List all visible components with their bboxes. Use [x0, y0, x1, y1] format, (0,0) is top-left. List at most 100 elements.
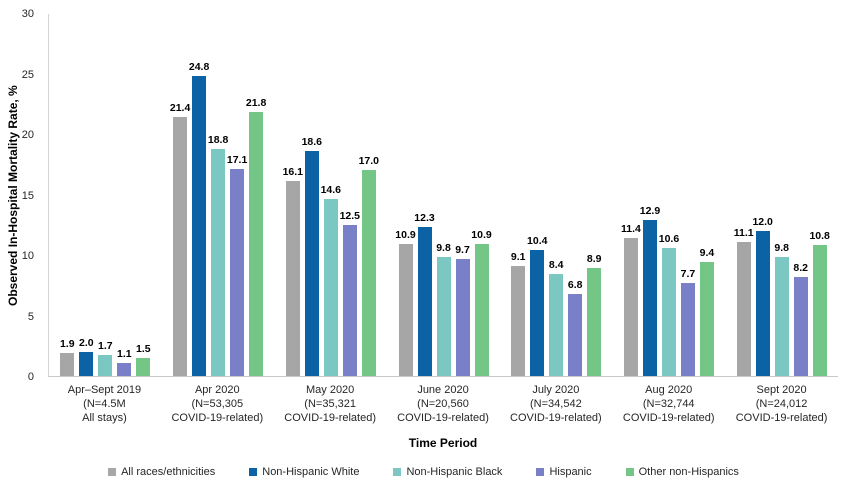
- bar-value-label: 18.6: [301, 135, 323, 148]
- legend-item-all-races-ethnicities: All races/ethnicities: [108, 466, 215, 478]
- bar-all-races-ethnicities: 21.4: [170, 102, 190, 376]
- bar-hispanic: 6.8: [568, 279, 583, 376]
- bar-hispanic: 12.5: [340, 210, 360, 376]
- legend-swatch-icon: [393, 468, 402, 476]
- x-label-line: (N=53,305: [191, 398, 244, 410]
- bar-value-label: 9.8: [774, 242, 789, 255]
- bar-group-apr-2020: 21.4 24.8 18.8 17.1 21.8: [162, 14, 275, 376]
- bar-value-label: 10.6: [658, 232, 680, 245]
- x-label-line: (N=4.5M: [83, 398, 126, 410]
- bar-value-label: 9.4: [699, 247, 715, 260]
- bar-value-label: 10.4: [527, 235, 548, 248]
- bar-value-label: 11.1: [733, 226, 754, 239]
- bar-all-races-ethnicities: 10.9: [395, 229, 416, 376]
- bar-other-non-hispanics: 17.0: [359, 155, 379, 376]
- bar-non-hispanic-white: 10.4: [527, 235, 547, 376]
- y-axis-tick-labels: 0 5 10 15 20 25 30: [0, 8, 40, 383]
- bar-all-races-ethnicities: 11.1: [734, 227, 754, 376]
- x-label-line: COVID-19-related): [284, 412, 376, 424]
- bar-all-races-ethnicities: 16.1: [283, 166, 303, 376]
- x-label-may-2020: May 2020 (N=35,321 COVID-19-related): [274, 383, 387, 425]
- legend: All races/ethnicities Non-Hispanic White N…: [0, 466, 847, 478]
- x-label-july-2020: July 2020 (N=34,542 COVID-19-related): [499, 383, 612, 425]
- bar-other-non-hispanics: 10.8: [809, 230, 830, 376]
- x-axis-category-labels: Apr–Sept 2019 (N=4.5M All stays) Apr 2020 (N…: [48, 383, 838, 425]
- bar-other-non-hispanics: 8.9: [587, 253, 602, 376]
- x-label-line: COVID-19-related): [622, 412, 715, 424]
- bar-non-hispanic-black: 10.6: [659, 233, 679, 376]
- bar-value-label: 14.6: [320, 184, 342, 197]
- x-label-aug-2020: Aug 2020 (N=32,744 COVID-19-related): [612, 383, 725, 425]
- bar-non-hispanic-black: 18.8: [208, 134, 228, 376]
- bar-value-label: 18.8: [207, 133, 229, 146]
- bar-group-apr-sept-2019: 1.9 2.0 1.7 1.1 1.5: [49, 14, 162, 376]
- legend-swatch-icon: [536, 468, 545, 476]
- legend-label: Non-Hispanic White: [262, 466, 360, 478]
- x-label-apr-2020: Apr 2020 (N=53,305 COVID-19-related): [161, 383, 274, 425]
- x-label-line: July 2020: [532, 384, 580, 396]
- bar-value-label: 16.1: [282, 166, 304, 179]
- bar-groups: 1.9 2.0 1.7 1.1 1.5 21.4 24.8 18.8 17.1 21.8 16.1 1…: [49, 14, 838, 376]
- x-label-line: (N=35,321: [304, 398, 356, 410]
- bar-value-label: 8.9: [586, 253, 602, 266]
- y-tick-30: 30: [21, 8, 34, 20]
- x-axis-title: Time Period: [408, 436, 478, 450]
- y-tick-10: 10: [21, 250, 34, 262]
- x-label-line: June 2020: [417, 384, 469, 396]
- bar-group-aug-2020: 11.4 12.9 10.6 7.7 9.4: [613, 14, 726, 376]
- legend-label: All races/ethnicities: [121, 466, 216, 478]
- x-label-line: COVID-19-related): [735, 412, 828, 424]
- bar-group-june-2020: 10.9 12.3 9.8 9.7 10.9: [387, 14, 500, 376]
- x-label-sept-2020: Sept 2020 (N=24,012 COVID-19-related): [725, 383, 838, 425]
- bar-non-hispanic-black: 14.6: [321, 184, 341, 376]
- bar-value-label: 9.1: [510, 250, 526, 263]
- bar-other-non-hispanics: 10.9: [471, 229, 492, 376]
- bar-value-label: 12.3: [414, 212, 435, 225]
- y-tick-0: 0: [27, 371, 34, 383]
- x-label-line: Apr 2020: [194, 384, 240, 396]
- legend-swatch-icon: [625, 468, 634, 476]
- bar-value-label: 21.4: [169, 102, 191, 115]
- bar-non-hispanic-white: 12.0: [752, 216, 773, 376]
- bar-value-label: 11.4: [621, 223, 641, 236]
- bar-value-label: 12.5: [339, 209, 361, 222]
- bar-hispanic: 9.7: [455, 244, 470, 376]
- bar-value-label: 12.0: [752, 215, 773, 228]
- legend-swatch-icon: [108, 468, 117, 476]
- bar-group-sept-2020: 11.1 12.0 9.8 8.2 10.8: [725, 14, 838, 376]
- legend-label: Non-Hispanic Black: [406, 466, 503, 478]
- x-label-line: (N=24,012: [755, 398, 808, 410]
- x-label-line: Sept 2020: [756, 384, 807, 396]
- y-tick-5: 5: [27, 310, 34, 323]
- bar-other-non-hispanics: 1.5: [136, 343, 151, 376]
- bar-value-label: 2.0: [79, 336, 94, 349]
- bar-value-label: 1.9: [60, 338, 75, 350]
- legend-item-other-non-hispanics: Other non-Hispanics: [625, 466, 739, 478]
- legend-label: Other non-Hispanics: [638, 466, 739, 478]
- bar-value-label: 10.8: [809, 230, 830, 243]
- y-tick-15: 15: [21, 189, 34, 202]
- bar-non-hispanic-white: 18.6: [302, 136, 322, 376]
- bar-all-races-ethnicities: 9.1: [511, 251, 526, 376]
- legend-item-non-hispanic-white: Non-Hispanic White: [249, 466, 359, 478]
- y-tick-25: 25: [21, 68, 34, 81]
- bar-non-hispanic-white: 12.9: [640, 205, 660, 376]
- bar-value-label: 12.9: [639, 204, 661, 217]
- x-label-line: COVID-19-related): [397, 412, 489, 424]
- bar-value-label: 9.7: [455, 243, 470, 256]
- bar-non-hispanic-black: 1.7: [98, 340, 113, 376]
- x-label-line: May 2020: [305, 384, 355, 396]
- bar-group-july-2020: 9.1 10.4 8.4 6.8 8.9: [500, 14, 613, 376]
- legend-swatch-icon: [249, 468, 258, 476]
- bar-value-label: 1.5: [136, 342, 151, 355]
- bar-non-hispanic-white: 12.3: [414, 212, 435, 376]
- bar-non-hispanic-black: 9.8: [436, 242, 451, 376]
- x-label-line: COVID-19-related): [171, 412, 264, 424]
- bar-group-may-2020: 16.1 18.6 14.6 12.5 17.0: [274, 14, 387, 376]
- bar-value-label: 1.1: [117, 347, 132, 360]
- y-tick-20: 20: [21, 129, 34, 141]
- bar-value-label: 9.8: [436, 242, 451, 255]
- bar-hispanic: 8.2: [793, 262, 808, 376]
- x-label-line: Aug 2020: [645, 384, 693, 396]
- x-label-line: (N=32,744: [642, 398, 695, 410]
